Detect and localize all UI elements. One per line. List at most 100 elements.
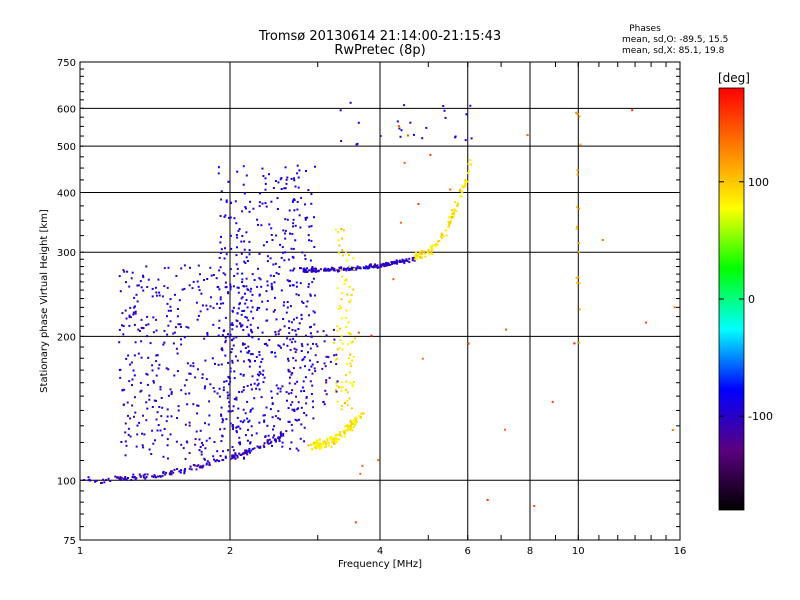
echo-point: [236, 454, 239, 457]
echo-point: [203, 279, 205, 281]
echo-point: [266, 255, 269, 258]
echo-point: [250, 425, 253, 428]
echo-point: [234, 452, 237, 455]
echo-point: [300, 406, 303, 409]
echo-point: [425, 126, 428, 129]
echo-point: [120, 478, 123, 481]
echo-point: [250, 310, 253, 313]
echo-point: [204, 447, 207, 450]
echo-point: [310, 239, 313, 242]
echo-point: [350, 429, 353, 432]
echo-point: [188, 372, 191, 375]
echo-point: [188, 424, 191, 427]
echo-point: [299, 267, 301, 270]
echo-point: [258, 374, 260, 377]
echo-point: [417, 203, 420, 205]
echo-point: [451, 215, 453, 218]
echo-point: [245, 285, 248, 288]
echo-point: [231, 359, 234, 362]
echo-point: [273, 309, 276, 312]
echo-point: [352, 257, 355, 260]
echo-point: [365, 266, 368, 269]
echo-point: [400, 260, 403, 263]
echo-point: [219, 302, 222, 305]
echo-point: [163, 329, 166, 332]
echo-point: [274, 180, 277, 182]
echo-point: [290, 392, 293, 395]
echo-point: [322, 440, 325, 443]
echo-point: [235, 431, 238, 434]
echo-point: [304, 258, 307, 260]
echo-point: [333, 442, 336, 445]
echo-point: [224, 273, 227, 276]
echo-point: [128, 324, 131, 327]
echo-point: [262, 381, 265, 384]
echo-point: [238, 441, 240, 444]
echo-point: [307, 189, 310, 192]
echo-point: [133, 354, 136, 357]
echo-point: [162, 472, 165, 475]
echo-point: [208, 400, 211, 403]
echo-point: [261, 202, 264, 205]
echo-point: [180, 338, 182, 341]
echo-point: [126, 477, 129, 479]
echo-point: [176, 352, 179, 355]
echo-point: [434, 245, 437, 248]
vertical-gridlines: [229, 62, 579, 540]
echo-point: [575, 227, 578, 230]
echo-point: [236, 359, 239, 362]
echo-point: [348, 397, 351, 400]
echo-point: [197, 404, 200, 407]
echo-point: [188, 467, 191, 470]
echo-point: [142, 474, 145, 477]
stats-o-mode: mean, sd,O: -89.5, 15.5: [622, 35, 728, 45]
echo-point: [413, 133, 415, 136]
echo-point: [270, 234, 273, 236]
echo-point: [155, 294, 158, 297]
echo-point: [312, 310, 315, 313]
echo-point: [188, 284, 191, 287]
echo-point: [338, 386, 340, 389]
echo-point: [286, 337, 289, 340]
echo-point: [220, 190, 223, 193]
echo-point: [263, 442, 266, 445]
echo-point: [249, 442, 251, 445]
echo-point: [429, 245, 432, 248]
echo-point: [232, 426, 235, 429]
echo-point: [118, 275, 121, 278]
echo-point: [289, 284, 291, 287]
echo-point: [453, 213, 456, 216]
echo-point: [239, 453, 242, 456]
echo-point: [578, 282, 581, 285]
echo-point: [308, 368, 311, 371]
echo-point: [197, 314, 200, 317]
echo-point: [266, 424, 269, 427]
echo-point: [201, 373, 204, 376]
echo-point: [377, 459, 380, 462]
echo-point: [277, 181, 280, 184]
echo-point: [244, 452, 247, 455]
echo-point: [340, 389, 343, 392]
echo-point: [319, 447, 322, 450]
echo-point: [166, 415, 169, 418]
echo-point: [419, 256, 422, 259]
echo-point: [340, 140, 343, 142]
echo-point: [385, 261, 388, 264]
echo-point: [243, 360, 245, 363]
echo-point: [313, 367, 316, 370]
echo-point: [453, 209, 456, 212]
echo-point: [290, 321, 293, 324]
echo-point: [180, 469, 182, 472]
echo-point: [345, 388, 348, 391]
echo-point: [336, 441, 338, 444]
echo-point: [296, 200, 299, 203]
echo-point: [335, 381, 338, 384]
echo-point: [324, 389, 327, 392]
echo-point: [448, 216, 451, 219]
echo-point: [152, 442, 155, 445]
echo-point: [291, 389, 294, 392]
echo-point: [256, 309, 259, 311]
echo-point: [167, 309, 170, 312]
echo-point: [284, 218, 287, 221]
echo-point: [197, 264, 200, 267]
